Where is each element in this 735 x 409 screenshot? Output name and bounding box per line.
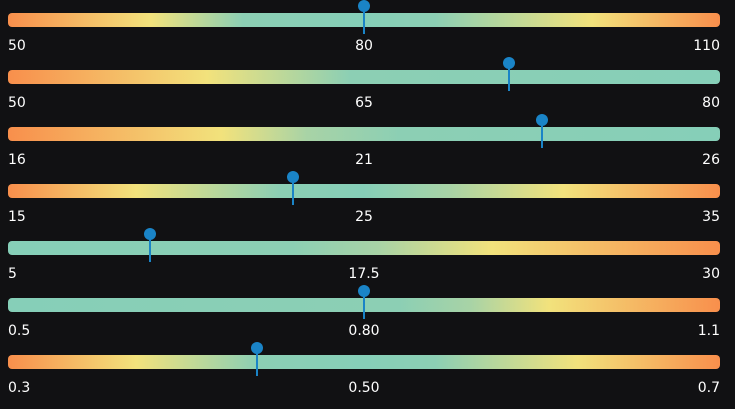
marker-pin-icon [358,0,370,12]
tick-max-label: 1.1 [697,323,720,339]
gauge-4: 15 25 35 [8,171,720,226]
value-marker[interactable] [536,114,548,148]
gauge-1: 50 80 110 [8,0,720,55]
tick-mid-label: 21 [355,152,373,168]
tick-min-label: 5 [8,266,17,282]
gauge-track [8,70,720,84]
gauge-ticks: 16 21 26 [8,151,720,169]
value-marker[interactable] [144,228,157,262]
tick-max-label: 0.7 [697,380,720,396]
gauge-ticks: 0.3 0.50 0.7 [8,379,720,397]
tick-max-label: 26 [702,152,720,168]
tick-max-label: 110 [693,38,720,54]
gauge-3: 16 21 26 [8,114,720,169]
gauge-ticks: 5 17.5 30 [8,265,720,283]
gauge-2: 50 65 80 [8,57,720,112]
tick-min-label: 15 [8,209,26,225]
marker-stem [149,236,152,262]
tick-max-label: 80 [702,95,720,111]
value-marker[interactable] [358,285,370,319]
marker-pin-icon [502,57,515,69]
tick-min-label: 16 [8,152,26,168]
tick-min-label: 0.5 [8,323,31,339]
marker-pin-icon [286,171,299,183]
tick-mid-label: 17.5 [348,266,380,282]
marker-stem [256,350,259,376]
gauge-7: 0.3 0.50 0.7 [8,342,720,397]
gauge-track [8,241,720,255]
tick-min-label: 0.3 [8,380,31,396]
tick-mid-label: 65 [355,95,373,111]
tick-mid-label: 80 [355,38,373,54]
value-marker[interactable] [251,342,264,376]
tick-mid-label: 0.50 [348,380,380,396]
gauge-ticks: 50 65 80 [8,94,720,112]
tick-mid-label: 0.80 [348,323,380,339]
gauge-track [8,127,720,141]
value-marker[interactable] [502,57,515,91]
gauge-track [8,184,720,198]
gauge-6: 0.5 0.80 1.1 [8,285,720,340]
marker-stem [291,179,294,205]
tick-mid-label: 25 [355,209,373,225]
tick-max-label: 35 [702,209,720,225]
gauge-ticks: 50 80 110 [8,37,720,55]
tick-max-label: 30 [702,266,720,282]
marker-pin-icon [358,285,370,297]
gauge-ticks: 0.5 0.80 1.1 [8,322,720,340]
marker-stem [541,122,543,148]
gauge-track [8,355,720,369]
marker-pin-icon [536,114,548,126]
gauge-5: 5 17.5 30 [8,228,720,283]
marker-stem [507,65,510,91]
tick-min-label: 50 [8,38,26,54]
marker-pin-icon [251,342,264,354]
tick-min-label: 50 [8,95,26,111]
gauge-ticks: 15 25 35 [8,208,720,226]
value-marker[interactable] [358,0,370,34]
value-marker[interactable] [286,171,299,205]
marker-pin-icon [144,228,157,240]
marker-stem [363,293,365,319]
marker-stem [363,8,365,34]
